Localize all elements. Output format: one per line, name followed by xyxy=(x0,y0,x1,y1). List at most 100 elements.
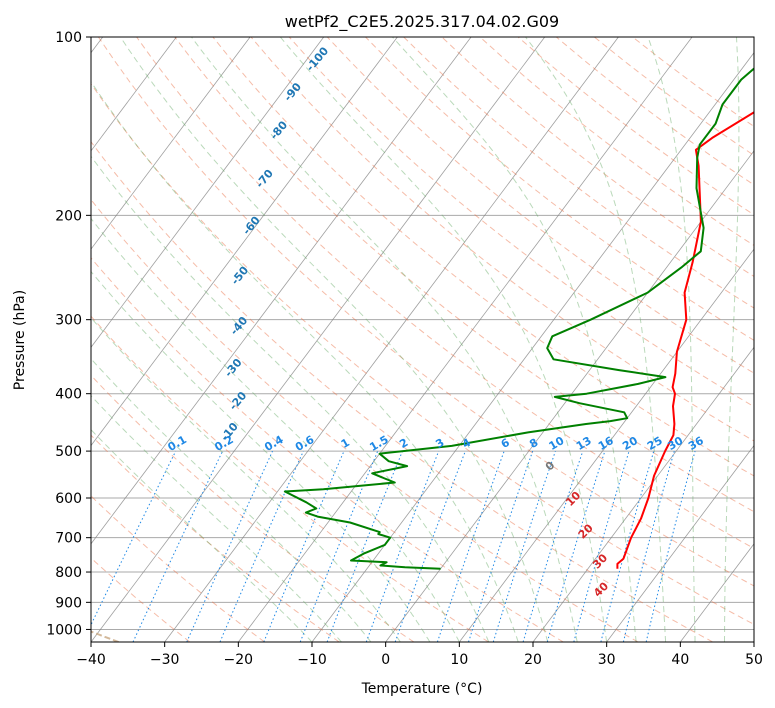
mixing-ratio-label: 1 xyxy=(339,436,352,451)
dry-adiabat-label: -80 xyxy=(267,118,290,142)
y-tick-label: 900 xyxy=(55,595,82,611)
moist-adiabat-line xyxy=(525,37,667,642)
profile-series xyxy=(283,67,754,570)
dry-adiabat-label: -60 xyxy=(240,214,263,238)
dry-adiabat-line xyxy=(91,374,415,642)
dry-adiabat-line xyxy=(250,37,754,442)
moist-adiabat-line xyxy=(91,80,519,642)
mixing-ratio-line xyxy=(600,450,655,642)
dry-adiabat-line xyxy=(479,37,754,246)
dry-adiabat-line xyxy=(91,198,639,642)
mixing-ratio-line xyxy=(645,450,696,642)
mixing-ratio-label: 13 xyxy=(574,434,594,453)
mixing-ratio-line xyxy=(522,450,584,642)
isotherm-line xyxy=(753,641,754,642)
dry-adiabat-label: -50 xyxy=(229,264,252,288)
mixing-ratio-line xyxy=(622,450,675,642)
mixing-ratio-line xyxy=(394,450,466,642)
temperature-series-line xyxy=(616,111,754,569)
moist-adiabat-label: 10 xyxy=(563,489,583,509)
mixing-ratio-line xyxy=(492,450,556,642)
mixing-ratio-line xyxy=(546,450,606,642)
isotherm-line xyxy=(606,444,754,642)
moist-adiabat-line xyxy=(91,428,313,642)
dry-adiabat-label: -30 xyxy=(222,356,245,380)
moist-adiabat-line xyxy=(91,270,431,642)
x-tick-label: −10 xyxy=(297,652,327,668)
moist-adiabat-line xyxy=(91,217,460,642)
dry-adiabat-line xyxy=(555,37,754,186)
mixing-ratio-line xyxy=(573,450,630,642)
isotherm-line xyxy=(91,37,325,348)
mixing-ratio-line xyxy=(263,450,345,642)
dry-adiabat-line xyxy=(91,140,713,642)
moist-adiabat-line xyxy=(91,155,490,642)
isotherm-line xyxy=(238,37,693,642)
dry-adiabat-line xyxy=(174,37,754,513)
isotherm-line xyxy=(91,37,472,545)
dry-adiabat-line xyxy=(91,83,754,625)
mixing-ratio-line xyxy=(299,450,379,642)
y-tick-label: 300 xyxy=(55,313,82,329)
x-axis-title: Temperature (°C) xyxy=(361,681,483,697)
isotherm-line xyxy=(459,248,754,642)
x-tick-label: −30 xyxy=(150,652,180,668)
isotherm-line xyxy=(91,37,177,152)
dry-adiabat-label: -20 xyxy=(227,389,250,413)
x-tick-label: 20 xyxy=(524,652,542,668)
moist-adiabat-label: 0 xyxy=(543,458,558,473)
dry-adiabat-line xyxy=(212,37,754,477)
mixing-ratio-line xyxy=(326,450,403,642)
y-axis-title: Pressure (hPa) xyxy=(12,290,28,390)
dry-adiabat-line xyxy=(403,37,754,309)
mixing-ratio-label: 25 xyxy=(645,434,665,453)
line-labels: 0.1 0.2 0.4 0.6 1 1.5 2 3 4 6 8 10 13 16 20 25 30 36-100-… xyxy=(166,44,707,599)
moist-adiabat-label: 30 xyxy=(590,551,610,571)
mixing-ratio-line xyxy=(186,450,273,642)
y-tick-label: 1000 xyxy=(46,622,82,638)
isotherm-line xyxy=(91,37,546,642)
mixing-ratio-label: 30 xyxy=(665,434,685,453)
y-tick-label: 500 xyxy=(55,444,82,460)
mixing-ratio-line xyxy=(219,450,304,642)
x-tick-label: 10 xyxy=(450,652,468,668)
dry-adiabat-label: -100 xyxy=(304,44,332,74)
dry-adiabat-label: -70 xyxy=(253,167,276,191)
mixing-ratio-line xyxy=(468,450,534,642)
x-tick-label: −40 xyxy=(76,652,106,668)
mixing-ratio-line xyxy=(436,450,505,642)
mixing-ratio-label: 6 xyxy=(499,436,512,451)
x-tick-label: 40 xyxy=(671,652,689,668)
moist-adiabat-line xyxy=(91,394,342,642)
y-tick-label: 700 xyxy=(55,531,82,547)
chart-title: wetPf2_C2E5.2025.317.04.02.G09 xyxy=(285,12,559,32)
background-lines xyxy=(91,37,754,642)
y-tick-label: 400 xyxy=(55,387,82,403)
moist-adiabat-line xyxy=(647,37,696,642)
mixing-ratio-label: 20 xyxy=(620,434,640,453)
isotherm-line xyxy=(311,51,754,642)
mixing-ratio-line xyxy=(365,450,440,642)
moist-adiabat-line xyxy=(91,316,401,642)
mixing-ratio-label: 36 xyxy=(686,434,706,453)
isotherm-line xyxy=(91,37,398,447)
moist-adiabat-line xyxy=(191,37,578,642)
x-tick-label: 30 xyxy=(598,652,616,668)
dry-adiabat-label: -90 xyxy=(281,80,304,104)
isotherm-line xyxy=(91,37,251,250)
x-tick-label: 50 xyxy=(745,652,763,668)
isotherm-line xyxy=(164,37,619,642)
dewpoint-series-line xyxy=(283,67,754,570)
mixing-ratio-line xyxy=(91,450,177,626)
y-tick-label: 100 xyxy=(55,30,82,46)
y-axis: 100 200 300 400 500 600 700 800 900 1000 xyxy=(46,30,91,638)
moist-adiabat-line xyxy=(392,37,637,642)
moist-adiabat-line xyxy=(724,37,740,642)
dry-adiabat-line xyxy=(91,257,564,642)
x-tick-label: 0 xyxy=(381,652,390,668)
mixing-ratio-label: 3 xyxy=(433,436,446,451)
dry-adiabat-line xyxy=(136,37,754,550)
isotherm-line xyxy=(385,150,754,642)
plot-frame xyxy=(90,36,755,643)
moist-adiabat-line xyxy=(279,37,608,642)
